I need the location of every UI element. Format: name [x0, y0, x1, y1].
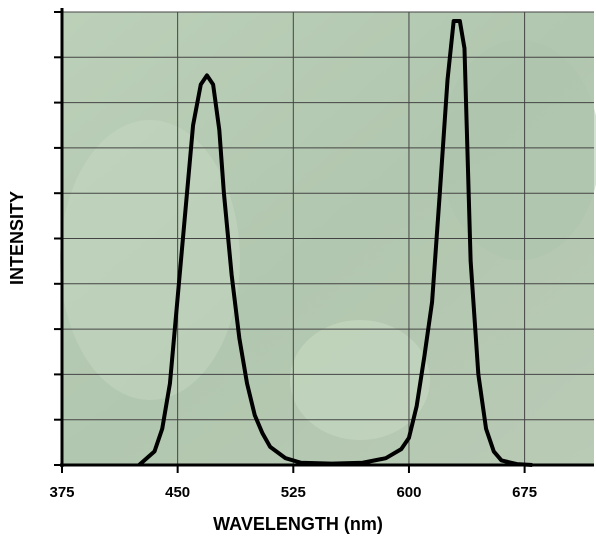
- spectrum-line: [137, 19, 533, 467]
- x-tick-label: 375: [49, 484, 74, 501]
- x-tick-label: 525: [281, 484, 306, 501]
- x-tick-label: 600: [396, 484, 421, 501]
- leaf: [290, 320, 430, 440]
- leaf: [440, 40, 596, 260]
- x-tick-label: 675: [512, 484, 537, 501]
- leaf: [60, 120, 240, 400]
- x-tick-label: 450: [165, 484, 190, 501]
- y-axis-label: INTENSITY: [7, 191, 27, 285]
- x-axis-label: WAVELENGTH (nm): [213, 514, 383, 534]
